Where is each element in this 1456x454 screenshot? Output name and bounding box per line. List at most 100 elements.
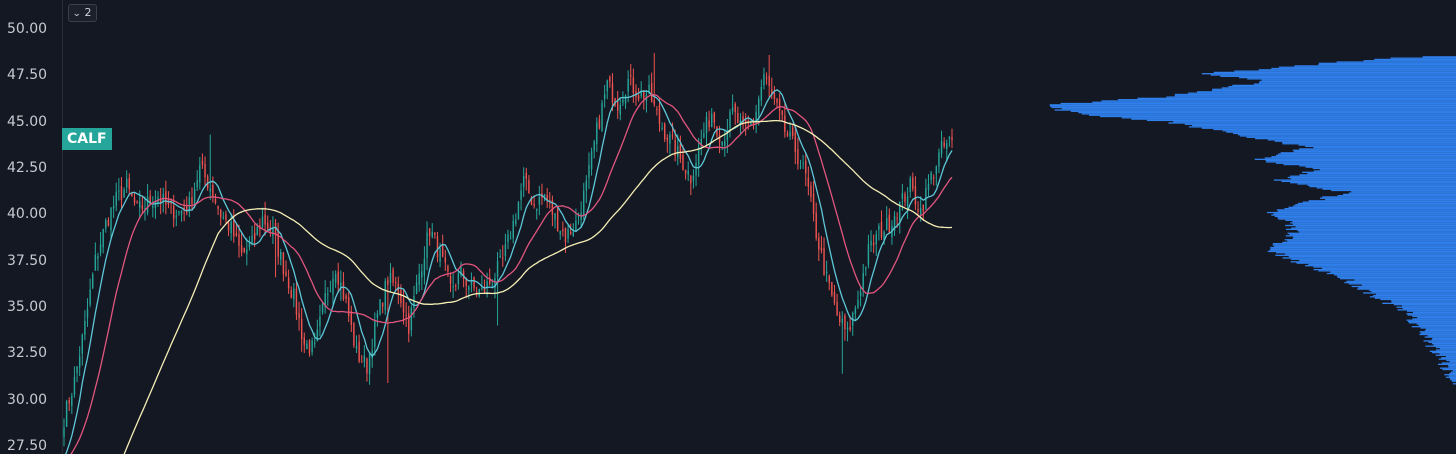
volume-profile-bar <box>1174 95 1456 97</box>
candlestick-series <box>63 53 953 447</box>
volume-profile-bar <box>1336 275 1456 277</box>
candle-body <box>436 236 439 258</box>
volume-profile-bar <box>1292 220 1456 223</box>
candle-body <box>212 184 214 198</box>
candle-body <box>89 289 91 305</box>
candle-body <box>669 134 671 144</box>
candle-body <box>368 353 371 374</box>
volume-profile-bar <box>1450 379 1456 381</box>
candle-body <box>794 132 797 153</box>
volume-profile-bar <box>1277 210 1456 212</box>
volume-profile-bar <box>1254 158 1456 160</box>
candle-body <box>180 210 183 215</box>
candle-body <box>483 287 486 292</box>
candle-body <box>460 266 462 275</box>
volume-profile-bar <box>1274 215 1456 218</box>
candle-body <box>139 201 141 208</box>
candle-body <box>123 189 125 198</box>
candle-body <box>175 215 178 217</box>
volume-profile-bar <box>1297 230 1456 232</box>
candle-body <box>178 211 180 213</box>
candle-body <box>906 196 909 207</box>
candle-body <box>293 288 295 299</box>
candle-body <box>734 103 736 113</box>
volume-profile-bar <box>1210 74 1456 76</box>
volume-profile-bar <box>1297 202 1456 205</box>
candle-body <box>512 220 514 239</box>
volume-profile-bar <box>1437 363 1456 365</box>
candle-body <box>551 200 554 216</box>
volume-profile-bar <box>1393 303 1456 306</box>
volume-profile-bar <box>1188 126 1456 128</box>
candle-body <box>183 207 185 211</box>
volume-profile-bar <box>1291 227 1456 229</box>
volume-profile-bar <box>1422 56 1456 58</box>
collapse-indicators-button[interactable]: ⌄ 2 <box>68 4 97 22</box>
candle-body <box>146 196 149 213</box>
volume-profile-bar <box>1288 255 1456 258</box>
candle-body <box>78 356 81 368</box>
candle-body <box>912 177 914 189</box>
candle-body <box>300 318 303 340</box>
candle-body <box>583 190 585 216</box>
volume-profile-bar <box>1267 211 1456 214</box>
candle-body <box>473 277 475 289</box>
candle-body <box>914 186 917 205</box>
candle-body <box>554 213 556 220</box>
price-axis[interactable]: 50.00 47.50 45.00 42.50 40.00 37.50 35.00 32.50… <box>0 0 63 454</box>
candle-body <box>880 221 883 238</box>
candle-body <box>812 193 815 214</box>
volume-profile-bar <box>1354 279 1456 281</box>
volume-profile-bar <box>1278 66 1456 68</box>
volume-profile-bar <box>1284 239 1456 241</box>
volume-profile-bar <box>1290 182 1456 184</box>
volume-profile-bar <box>1446 359 1456 362</box>
candle-body <box>478 288 480 296</box>
volume-profile-bar <box>1433 344 1456 346</box>
candle-body <box>504 244 507 257</box>
candle-body <box>538 197 541 205</box>
candle-body <box>658 105 661 124</box>
candle-body <box>611 83 614 103</box>
volume-profile-bar <box>1296 262 1456 264</box>
candle-body <box>63 427 65 437</box>
candle-body <box>933 177 935 179</box>
volume-profile-bar <box>1307 172 1456 175</box>
candle-body <box>507 234 509 243</box>
volume-profile-bar <box>1348 192 1456 194</box>
candle-body <box>94 254 97 271</box>
volume-profile-bar <box>1270 246 1456 249</box>
volume-profile-bar <box>1391 300 1456 302</box>
volume-profile-bar <box>1049 104 1456 106</box>
candle-body <box>201 160 204 165</box>
candle-body <box>577 215 580 217</box>
candle-body <box>272 227 274 236</box>
volume-profile-bar <box>1118 99 1456 101</box>
candle-body <box>951 136 953 141</box>
candle-body <box>426 232 428 259</box>
candle-body <box>789 131 791 137</box>
candle-body <box>92 274 94 288</box>
volume-profile-bar <box>1290 175 1456 177</box>
volume-profile-bar <box>1431 342 1456 345</box>
volume-profile-bar <box>1049 105 1456 107</box>
candle-body <box>773 92 776 99</box>
chevron-down-icon: ⌄ <box>72 9 82 19</box>
candle-body <box>128 178 131 190</box>
candle-body <box>883 231 885 241</box>
candle-body <box>499 256 501 258</box>
candle-body <box>731 107 734 112</box>
candle-body <box>253 232 256 240</box>
candle-body <box>172 205 175 219</box>
volume-profile-bar <box>1382 302 1456 304</box>
candle-body <box>287 277 290 289</box>
candle-body <box>431 232 433 238</box>
candle-body <box>199 164 201 183</box>
candle-body <box>624 95 627 104</box>
candle-body <box>120 186 123 201</box>
volume-profile-bar <box>1411 326 1456 328</box>
candle-body <box>859 291 862 297</box>
candle-body <box>946 143 948 150</box>
volume-profile-bar <box>1371 291 1456 293</box>
